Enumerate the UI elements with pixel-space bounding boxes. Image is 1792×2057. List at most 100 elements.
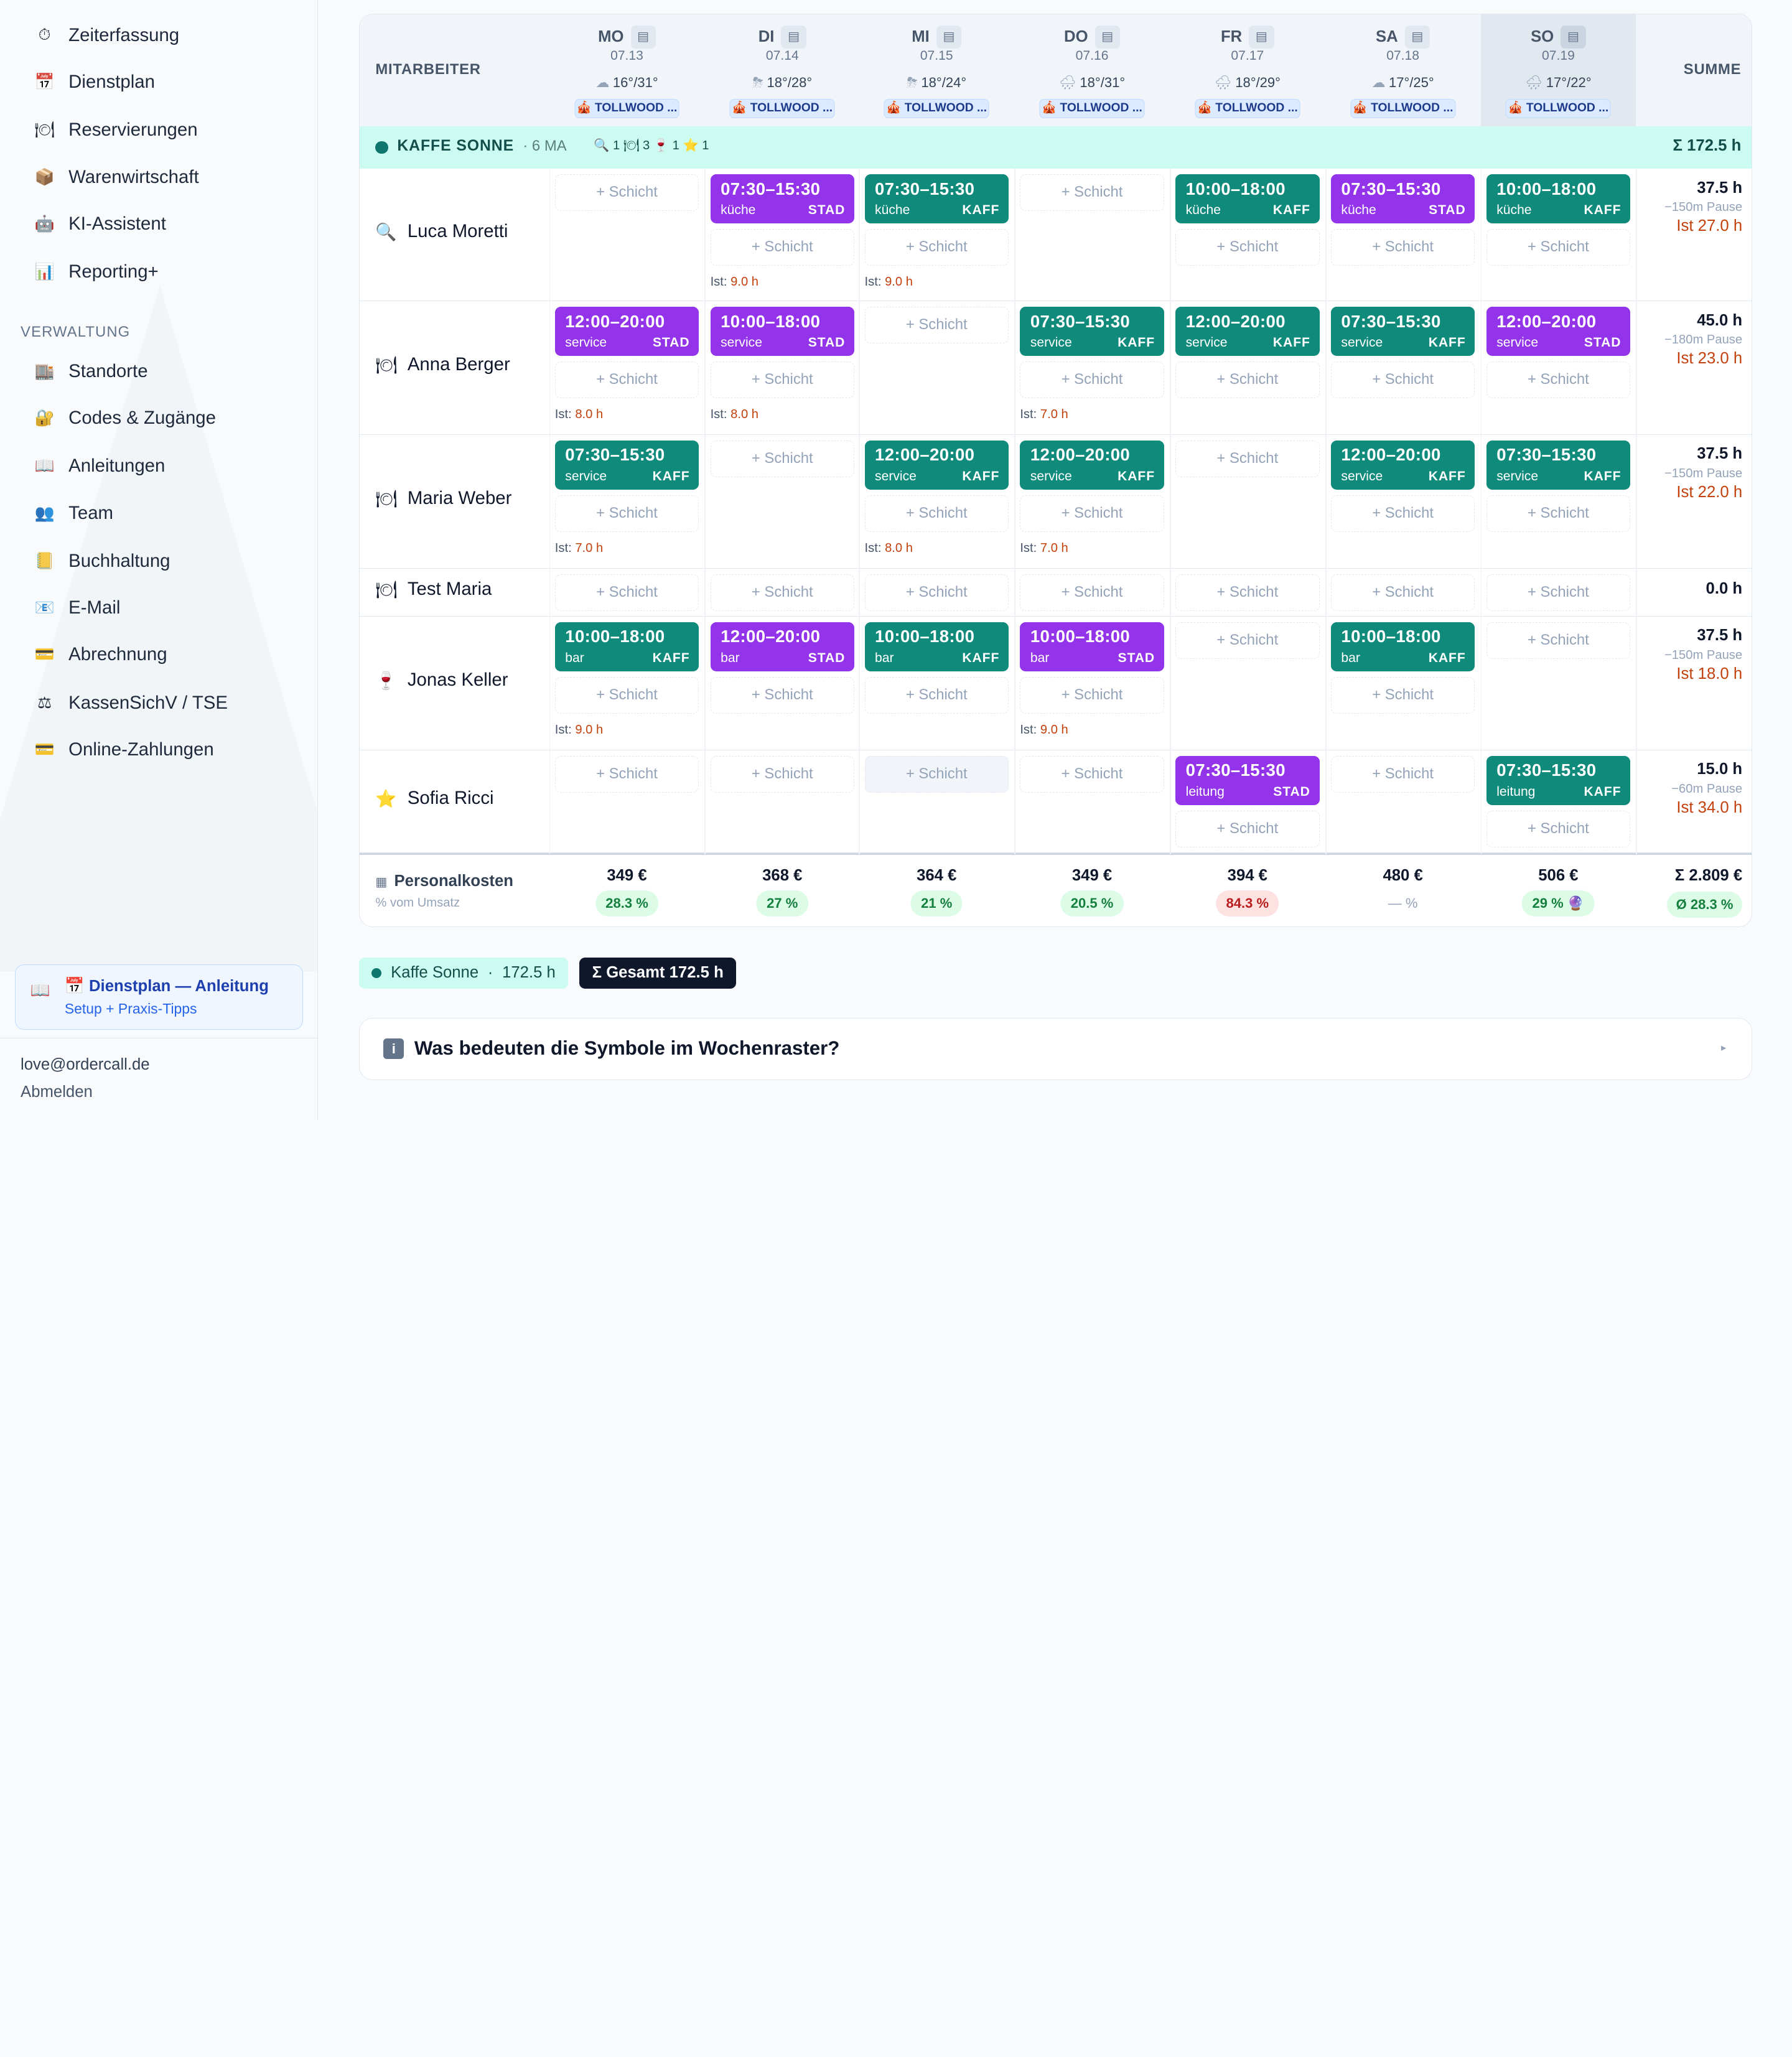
add-shift-button[interactable]: + Schicht — [554, 361, 699, 399]
add-shift-button[interactable]: + Schicht — [1330, 361, 1475, 399]
add-shift-button[interactable]: + Schicht — [710, 229, 854, 266]
shift-block[interactable]: 10:00–18:00 bar STAD — [1020, 622, 1164, 672]
team-row[interactable]: KAFFE SONNE · 6 MA 🔍 1 🍽 3 🍷 1 ⭐ 1 Σ 172… — [359, 126, 1752, 169]
calendar-icon[interactable]: ▤ — [1561, 26, 1586, 49]
add-shift-button[interactable]: + Schicht — [1020, 574, 1164, 611]
add-shift-button[interactable]: + Schicht — [1486, 622, 1631, 659]
event-badge[interactable]: 🎪 TOLLWOOD ... — [1505, 98, 1611, 119]
add-shift-button[interactable]: + Schicht — [864, 677, 1009, 714]
employee-name-cell[interactable]: ⭐ Sofia Ricci — [375, 788, 493, 809]
shift-block[interactable]: 07:30–15:30 küche KAFF — [864, 174, 1009, 224]
shift-block[interactable]: 07:30–15:30 küche STAD — [710, 174, 854, 224]
shift-block[interactable]: 07:30–15:30 leitung KAFF — [1486, 756, 1631, 805]
add-shift-button[interactable]: + Schicht — [1486, 811, 1631, 847]
add-shift-button[interactable]: + Schicht — [1330, 229, 1475, 266]
add-shift-button[interactable]: + Schicht — [1330, 574, 1475, 611]
sidebar-item-buchhaltung[interactable]: 📒 Buchhaltung — [34, 548, 170, 575]
add-shift-button[interactable]: + Schicht — [1330, 756, 1475, 793]
add-shift-button[interactable]: + Schicht — [864, 229, 1009, 266]
add-shift-button[interactable]: + Schicht — [554, 495, 699, 533]
employee-name-cell[interactable]: 🍽 Anna Berger — [375, 354, 510, 375]
add-shift-button[interactable]: + Schicht — [864, 574, 1009, 611]
shift-block[interactable]: 07:30–15:30 service KAFF — [1020, 307, 1164, 357]
add-shift-button[interactable]: + Schicht — [554, 574, 699, 611]
employee-name-cell[interactable]: 🔍 Luca Moretti — [375, 221, 508, 242]
total-hours-chip[interactable]: Σ Gesamt 172.5 h — [579, 958, 736, 989]
add-shift-button[interactable]: + Schicht — [864, 495, 1009, 533]
add-shift-button[interactable]: + Schicht — [1175, 441, 1320, 477]
event-badge[interactable]: 🎪 TOLLWOOD ... — [1195, 98, 1300, 119]
add-shift-button[interactable]: + Schicht — [1330, 677, 1475, 714]
shift-block[interactable]: 10:00–18:00 bar KAFF — [1330, 622, 1475, 672]
shift-block[interactable]: 10:00–18:00 service STAD — [710, 307, 854, 357]
add-shift-button[interactable]: + Schicht — [1175, 229, 1320, 266]
employee-name-cell[interactable]: 🍷 Jonas Keller — [375, 669, 508, 691]
shift-block[interactable]: 12:00–20:00 service KAFF — [864, 441, 1009, 490]
add-shift-button[interactable]: + Schicht — [710, 361, 854, 399]
add-shift-button[interactable]: + Schicht — [1020, 361, 1164, 399]
calendar-icon[interactable]: ▤ — [781, 26, 806, 49]
add-shift-button[interactable]: + Schicht — [710, 574, 854, 611]
add-shift-button[interactable]: + Schicht — [710, 677, 854, 714]
sidebar-item-codes-zug-nge[interactable]: 🔐 Codes & Zugänge — [34, 404, 216, 432]
shift-block[interactable]: 10:00–18:00 küche KAFF — [1175, 174, 1320, 224]
sidebar-item-standorte[interactable]: 🏬 Standorte — [34, 358, 148, 385]
add-shift-button[interactable]: + Schicht — [1486, 361, 1631, 399]
shift-block[interactable]: 10:00–18:00 bar KAFF — [554, 622, 699, 672]
add-shift-button[interactable]: + Schicht — [1020, 756, 1164, 793]
shift-block[interactable]: 12:00–20:00 service STAD — [1486, 307, 1631, 357]
add-shift-button[interactable]: + Schicht — [1175, 811, 1320, 847]
add-shift-button[interactable]: + Schicht — [1020, 677, 1164, 714]
shift-block[interactable]: 12:00–20:00 service KAFF — [1175, 307, 1320, 357]
add-shift-button[interactable]: + Schicht — [1330, 495, 1475, 533]
event-badge[interactable]: 🎪 TOLLWOOD ... — [884, 98, 989, 119]
shift-block[interactable]: 12:00–20:00 service STAD — [554, 307, 699, 357]
shift-block[interactable]: 10:00–18:00 bar KAFF — [864, 622, 1009, 672]
add-shift-button[interactable]: + Schicht — [1486, 495, 1631, 533]
calendar-icon[interactable]: ▤ — [1404, 26, 1430, 49]
sidebar-item-dienstplan[interactable]: 📅 Dienstplan — [34, 68, 155, 96]
shift-block[interactable]: 07:30–15:30 service KAFF — [1330, 307, 1475, 357]
shift-block[interactable]: 07:30–15:30 leitung STAD — [1175, 756, 1320, 805]
sidebar-item-e-mail[interactable]: 📧 E-Mail — [34, 594, 121, 622]
calendar-icon[interactable]: ▤ — [936, 26, 962, 49]
sidebar-item-abrechnung[interactable]: 💳 Abrechnung — [34, 641, 167, 668]
add-shift-button[interactable]: + Schicht — [1175, 622, 1320, 659]
add-shift-button[interactable]: + Schicht — [1175, 361, 1320, 399]
add-shift-button[interactable]: + Schicht — [864, 307, 1009, 343]
sidebar-item-ki-assistent[interactable]: 🤖 KI-Assistent — [34, 210, 166, 238]
sidebar-item-anleitungen[interactable]: 📖 Anleitungen — [34, 452, 166, 480]
shift-block[interactable]: 07:30–15:30 service KAFF — [554, 441, 699, 490]
add-shift-button[interactable]: + Schicht — [554, 174, 699, 211]
team-hours-chip[interactable]: Kaffe Sonne · 172.5 h — [358, 958, 569, 989]
shift-block[interactable]: 07:30–15:30 service KAFF — [1486, 441, 1631, 490]
shift-block[interactable]: 12:00–20:00 service KAFF — [1020, 441, 1164, 490]
add-shift-button[interactable]: + Schicht — [554, 756, 699, 793]
add-shift-button[interactable]: + Schicht — [554, 677, 699, 714]
add-shift-button[interactable]: + Schicht — [1486, 229, 1631, 266]
add-shift-button[interactable]: + Schicht — [864, 756, 1009, 793]
sidebar-item-reservierungen[interactable]: 🍽 Reservierungen — [34, 116, 197, 144]
event-badge[interactable]: 🎪 TOLLWOOD ... — [1039, 98, 1145, 119]
sidebar-item-warenwirtschaft[interactable]: 📦 Warenwirtschaft — [34, 164, 199, 191]
add-shift-button[interactable]: + Schicht — [1486, 574, 1631, 611]
symbol-legend-toggle[interactable]: i Was bedeuten die Symbole im Wochenrast… — [358, 1018, 1752, 1080]
add-shift-button[interactable]: + Schicht — [1020, 174, 1164, 211]
sidebar-item-kassensichv-tse[interactable]: ⚖ KassenSichV / TSE — [34, 689, 228, 717]
event-badge[interactable]: 🎪 TOLLWOOD ... — [1350, 98, 1456, 119]
add-shift-button[interactable]: + Schicht — [1020, 495, 1164, 533]
logout-link[interactable]: Abmelden — [21, 1083, 93, 1101]
calendar-icon[interactable]: ▤ — [630, 26, 656, 49]
add-shift-button[interactable]: + Schicht — [1175, 574, 1320, 611]
shift-block[interactable]: 12:00–20:00 service KAFF — [1330, 441, 1475, 490]
event-badge[interactable]: 🎪 TOLLWOOD ... — [574, 98, 679, 119]
shift-block[interactable]: 12:00–20:00 bar STAD — [710, 622, 854, 672]
employee-name-cell[interactable]: 🍽 Test Maria — [375, 579, 492, 600]
shift-block[interactable]: 07:30–15:30 küche STAD — [1330, 174, 1475, 224]
sidebar-item-zeiterfassung[interactable]: ⏱ Zeiterfassung — [34, 22, 180, 49]
sidebar-item-reporting-[interactable]: 📊 Reporting+ — [34, 258, 159, 286]
sidebar-item-online-zahlungen[interactable]: 💳 Online-Zahlungen — [34, 736, 214, 763]
shift-block[interactable]: 10:00–18:00 küche KAFF — [1486, 174, 1631, 224]
calendar-icon[interactable]: ▤ — [1249, 26, 1274, 49]
calendar-icon[interactable]: ▤ — [1094, 26, 1121, 49]
